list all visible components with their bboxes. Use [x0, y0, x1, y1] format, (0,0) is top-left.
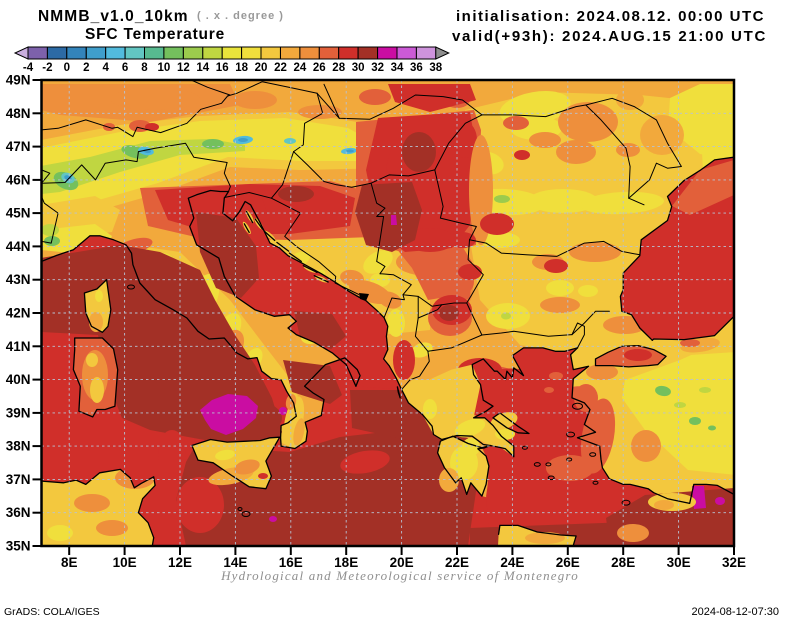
svg-text:-2: -2 [42, 62, 52, 74]
svg-text:Hydrological and Meteorologica: Hydrological and Meteorological service … [220, 568, 579, 583]
svg-text:2024-08-12-07:30: 2024-08-12-07:30 [692, 606, 779, 618]
svg-text:46N: 46N [6, 172, 31, 187]
svg-text:valid(+93h): 2024.AUG.15 21:00: valid(+93h): 2024.AUG.15 21:00 UTC [452, 28, 767, 45]
svg-text:34: 34 [391, 62, 404, 74]
svg-text:36: 36 [410, 62, 423, 74]
svg-text:44N: 44N [6, 239, 31, 254]
svg-text:6: 6 [122, 62, 128, 74]
svg-text:10: 10 [158, 62, 171, 74]
svg-text:22: 22 [274, 62, 287, 74]
svg-text:8E: 8E [61, 555, 78, 570]
svg-text:22E: 22E [445, 555, 469, 570]
svg-text:20E: 20E [390, 555, 414, 570]
svg-text:12: 12 [177, 62, 190, 74]
svg-text:4: 4 [102, 62, 109, 74]
svg-text:32E: 32E [722, 555, 746, 570]
svg-text:10E: 10E [113, 555, 137, 570]
svg-text:38N: 38N [6, 439, 31, 454]
svg-text:18: 18 [235, 62, 248, 74]
svg-text:48N: 48N [6, 106, 31, 121]
svg-text:GrADS: COLA/IGES: GrADS: COLA/IGES [4, 606, 100, 618]
svg-text:47N: 47N [6, 139, 31, 154]
svg-text:28E: 28E [611, 555, 635, 570]
svg-text:16E: 16E [279, 555, 303, 570]
svg-text:45N: 45N [6, 206, 31, 221]
svg-text:35N: 35N [6, 539, 31, 554]
svg-text:32: 32 [371, 62, 384, 74]
svg-text:38: 38 [429, 62, 442, 74]
svg-text:0: 0 [64, 62, 70, 74]
svg-text:initialisation: 2024.08.12. 00: initialisation: 2024.08.12. 00:00 UTC [456, 8, 765, 25]
svg-text:40N: 40N [6, 372, 31, 387]
svg-text:36N: 36N [6, 505, 31, 520]
svg-text:30: 30 [352, 62, 365, 74]
svg-text:14: 14 [196, 62, 209, 74]
svg-text:2: 2 [83, 62, 89, 74]
svg-text:12E: 12E [168, 555, 192, 570]
svg-text:NMMB_v1.0_10km: NMMB_v1.0_10km [38, 8, 189, 25]
svg-text:26: 26 [313, 62, 326, 74]
svg-text:14E: 14E [223, 555, 247, 570]
svg-text:-4: -4 [23, 62, 34, 74]
svg-text:18E: 18E [334, 555, 358, 570]
svg-text:49N: 49N [6, 73, 31, 88]
svg-text:20: 20 [255, 62, 268, 74]
svg-text:SFC Temperature: SFC Temperature [85, 26, 225, 43]
svg-text:42N: 42N [6, 306, 31, 321]
svg-text:28: 28 [332, 62, 345, 74]
svg-text:16: 16 [216, 62, 229, 74]
svg-text:43N: 43N [6, 272, 31, 287]
svg-text:( . x . degree ): ( . x . degree ) [197, 10, 284, 22]
svg-text:39N: 39N [6, 405, 31, 420]
svg-text:30E: 30E [667, 555, 691, 570]
svg-text:24: 24 [294, 62, 307, 74]
svg-text:41N: 41N [6, 339, 31, 354]
svg-text:24E: 24E [500, 555, 524, 570]
svg-text:8: 8 [141, 62, 148, 74]
svg-text:26E: 26E [556, 555, 580, 570]
svg-text:37N: 37N [6, 472, 31, 487]
